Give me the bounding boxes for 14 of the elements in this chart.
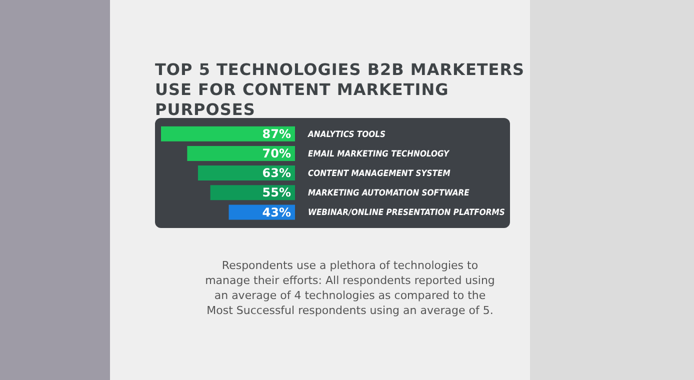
y-tick-label: CONTENT MANAGEMENT SYSTEM [308,169,451,179]
y-tick-label: MARKETING AUTOMATION SOFTWARE [308,188,470,199]
data-label: 43% [262,205,291,220]
data-label: 63% [262,166,291,180]
text: TOP 5 TECHNOLOGIES B2B MARKETERS USE FOR CONTENT MARKETING PURPOSES [155,60,525,120]
y-tick-label: EMAIL MARKETING TECHNOLOGY [308,149,450,160]
y-tick-label: ANALYTICS TOOLS [307,130,386,140]
bar [187,146,295,161]
bar [161,126,295,142]
y-tick-label: WEBINAR/ONLINE PRESENTATION PLATFORMS [308,208,506,218]
text: Respondents use a plethora of technologies to manage their efforts: All respondents reported using an average of 4 technologies as compared to the Most Successful respondents using an average of 5. [204,258,496,318]
data-label: 70% [262,146,291,160]
data-label: 55% [262,186,291,200]
data-label: 87% [262,126,291,141]
